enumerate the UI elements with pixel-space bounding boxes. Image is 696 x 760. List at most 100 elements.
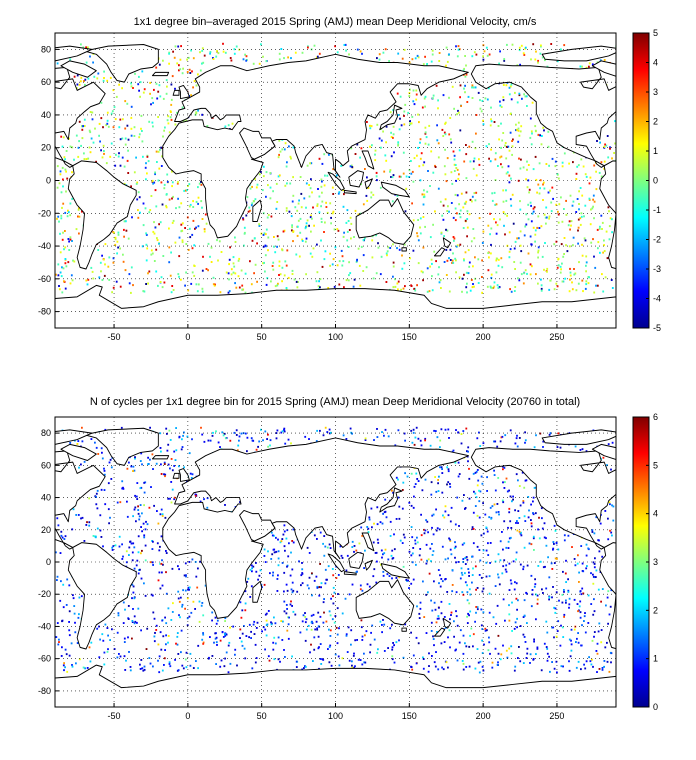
data-cell <box>494 585 497 587</box>
x-tick-label: 100 <box>328 332 343 342</box>
data-cell <box>495 232 498 235</box>
data-cell <box>462 558 465 560</box>
data-cell <box>123 235 125 238</box>
data-cell <box>244 432 247 435</box>
data-cell <box>605 604 607 607</box>
data-cell <box>315 575 318 578</box>
data-cell <box>553 636 555 639</box>
data-cell <box>524 225 527 228</box>
data-cell <box>478 516 481 519</box>
data-cell <box>278 264 281 267</box>
data-cell <box>157 179 160 182</box>
data-cell <box>448 290 451 293</box>
data-cell <box>188 68 191 71</box>
data-cell <box>149 561 152 564</box>
data-cell <box>382 553 384 556</box>
data-cell <box>379 186 382 189</box>
data-cell <box>89 111 92 113</box>
data-cell <box>454 219 457 222</box>
data-cell <box>584 287 587 290</box>
data-cell <box>67 238 70 240</box>
data-cell <box>144 594 147 597</box>
data-cell <box>534 583 537 586</box>
data-cell <box>454 556 456 559</box>
data-cell <box>320 178 323 181</box>
data-cell <box>457 431 460 434</box>
data-cell <box>265 171 268 174</box>
data-cell <box>570 220 573 223</box>
data-cell <box>104 428 107 431</box>
data-cell <box>479 559 482 562</box>
data-cell <box>144 481 147 484</box>
data-cell <box>348 274 350 277</box>
data-cell <box>140 577 143 580</box>
data-cell <box>596 652 599 655</box>
data-cell <box>425 136 428 139</box>
data-cell <box>159 148 161 151</box>
data-cell <box>153 181 156 184</box>
data-cell <box>468 602 471 605</box>
data-cell <box>551 568 554 570</box>
data-cell <box>272 268 275 271</box>
data-cell <box>317 188 319 190</box>
data-cell <box>604 646 607 649</box>
data-cell <box>565 599 567 602</box>
data-cell <box>273 551 276 554</box>
data-cell <box>457 475 460 478</box>
data-cell <box>510 177 512 180</box>
data-cell <box>479 660 482 663</box>
data-cell <box>401 267 404 270</box>
data-cell <box>100 149 102 152</box>
data-cell <box>143 668 146 671</box>
data-cell <box>190 477 193 479</box>
data-cell <box>73 605 76 607</box>
data-cell <box>152 230 155 233</box>
data-cell <box>459 209 462 212</box>
data-cell <box>128 554 130 556</box>
data-cell <box>95 160 97 163</box>
data-cell <box>259 569 262 572</box>
data-cell <box>544 242 546 244</box>
data-cell <box>504 481 506 483</box>
data-cell <box>596 642 599 645</box>
data-cell <box>545 646 548 648</box>
data-cell <box>455 615 458 618</box>
data-cell <box>335 626 338 629</box>
data-cell <box>575 211 578 213</box>
data-cell <box>564 277 567 280</box>
data-cell <box>170 111 172 113</box>
data-cell <box>78 207 80 210</box>
data-cell <box>577 282 580 285</box>
data-cell <box>151 453 154 456</box>
data-cell <box>137 209 139 212</box>
data-cell <box>160 473 163 475</box>
data-cell <box>568 220 571 223</box>
data-cell <box>88 524 91 527</box>
data-cell <box>315 620 318 623</box>
data-cell <box>103 467 105 470</box>
data-cell <box>83 158 86 161</box>
data-cell <box>454 541 456 544</box>
data-cell <box>509 112 512 115</box>
data-cell <box>532 496 535 499</box>
data-cell <box>299 231 302 234</box>
data-cell <box>133 567 136 570</box>
data-cell <box>116 631 119 634</box>
data-cell <box>465 556 468 558</box>
data-cell <box>318 594 321 597</box>
data-cell <box>324 568 327 571</box>
data-cell <box>108 256 111 259</box>
data-cell <box>106 122 109 125</box>
data-cell <box>391 200 394 203</box>
data-cell <box>58 638 60 641</box>
data-cell <box>482 669 485 672</box>
data-cell <box>254 661 257 664</box>
data-cell <box>398 248 401 251</box>
data-cell <box>266 277 269 280</box>
data-cell <box>501 531 503 533</box>
data-cell <box>286 608 288 610</box>
data-cell <box>537 528 539 531</box>
data-cell <box>292 194 295 197</box>
data-cell <box>327 287 330 289</box>
data-cell <box>167 607 170 610</box>
